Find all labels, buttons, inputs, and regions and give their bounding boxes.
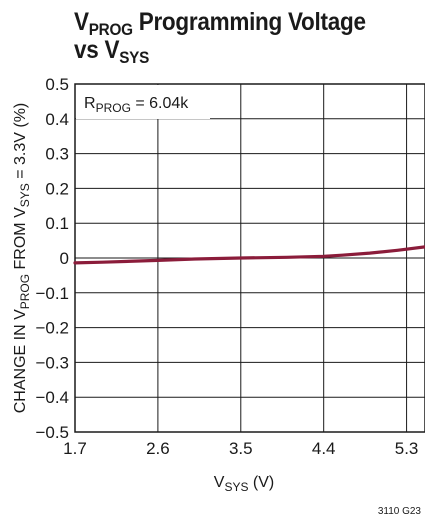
figure-id: 3110 G23	[378, 506, 422, 517]
x-tick-label: 2.6	[146, 439, 170, 458]
y-tick-label: 0.3	[45, 145, 69, 164]
y-tick-label: −0.4	[35, 388, 69, 407]
x-tick-label: 3.5	[229, 439, 253, 458]
chart-title-line2: vs VSYS	[74, 36, 150, 67]
x-axis-label: VSYS (V)	[214, 474, 274, 494]
plot-frame	[74, 83, 425, 433]
y-tick-label: 0	[60, 249, 69, 268]
chart-title: VPROG Programming Voltage vs VSYS	[74, 8, 366, 67]
x-axis-ticks: 1.7 2.6 3.5 4.4 5.3	[63, 439, 418, 458]
y-tick-label: 0.1	[45, 214, 69, 233]
y-tick-label: −0.3	[35, 353, 69, 372]
x-tick-label: 5.3	[395, 439, 419, 458]
y-tick-label: 0.2	[45, 179, 69, 198]
y-axis-ticks: 0.5 0.4 0.3 0.2 0.1 0 −0.1 −0.2 −0.3 −0.4 −0.5	[35, 75, 69, 442]
y-axis-label: CHANGE IN VPROG FROM VSYS = 3.3V (%)	[12, 103, 32, 414]
y-tick-label: −0.2	[35, 319, 69, 338]
y-tick-label: −0.1	[35, 284, 69, 303]
annotation-box	[76, 85, 210, 119]
x-tick-label: 4.4	[312, 439, 336, 458]
y-tick-label: 0.4	[45, 110, 69, 129]
y-tick-label: −0.5	[35, 423, 69, 442]
series-line	[73, 245, 425, 265]
chart-title-line1: VPROG Programming Voltage	[74, 8, 366, 39]
annotation-rprog: RPROG = 6.04k	[84, 95, 189, 115]
x-tick-label: 1.7	[63, 439, 87, 458]
y-tick-label: 0.5	[45, 75, 69, 94]
